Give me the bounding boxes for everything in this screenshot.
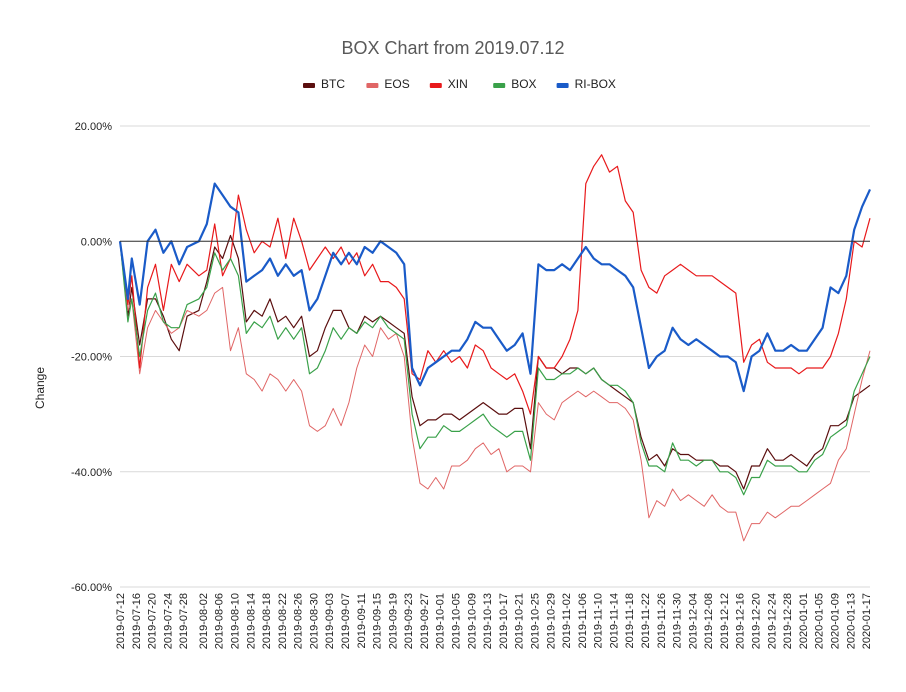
x-tick-label: 2019-08-02 (198, 593, 210, 649)
x-tick-label: 2019-10-01 (435, 593, 447, 649)
x-tick-label: 2019-08-30 (308, 593, 320, 649)
y-tick-label: 0.00% (81, 236, 112, 248)
x-tick-label: 2019-11-02 (561, 593, 573, 648)
x-tick-label: 2019-12-04 (687, 593, 699, 649)
series-line-box (119, 241, 871, 496)
legend-swatch (303, 83, 315, 88)
x-tick-label: 2019-11-22 (640, 593, 652, 648)
x-tick-label: 2019-11-26 (656, 593, 668, 648)
y-axis-label: Change (33, 367, 47, 409)
x-tick-label: 2019-10-09 (466, 593, 478, 649)
x-tick-label: 2019-07-16 (131, 593, 143, 649)
x-tick-label: 2019-11-30 (672, 593, 684, 648)
gridlines (120, 125, 870, 588)
x-tick-label: 2020-01-13 (845, 593, 857, 649)
series-line-btc (119, 234, 871, 490)
legend-swatch (366, 83, 379, 88)
x-tick-label: 2019-10-17 (498, 593, 510, 649)
x-tick-label: 2019-10-21 (514, 593, 526, 649)
chart-title: BOX Chart from 2019.07.12 (341, 38, 564, 58)
series-lines (118, 154, 872, 542)
x-tick-label: 2019-10-29 (545, 593, 557, 649)
x-tick-label: 2019-08-18 (261, 593, 273, 649)
x-axis-ticks: 2019-07-12 2019-07-16 2019-07-20 2019-07-24… (115, 593, 873, 649)
x-tick-label: 2020-01-09 (830, 593, 842, 649)
legend-label: BTC (321, 77, 345, 91)
x-tick-label: 2019-08-14 (245, 593, 257, 649)
chart-legend: BTC EOS XIN BOX RI-BOX (303, 77, 616, 91)
x-tick-label: 2019-12-12 (719, 593, 731, 649)
x-tick-label: 2019-09-11 (356, 593, 368, 648)
legend-label: EOS (384, 77, 409, 91)
x-tick-label: 2019-10-13 (482, 593, 494, 649)
x-tick-label: 2019-12-08 (703, 593, 715, 649)
y-tick-label: 20.00% (75, 121, 113, 133)
legend-swatch (429, 83, 442, 88)
legend-swatch (556, 83, 569, 88)
x-tick-label: 2019-09-03 (324, 593, 336, 649)
y-axis-ticks: 20.00% 0.00% -20.00% -40.00% -60.00% (71, 121, 112, 594)
x-tick-label: 2019-09-15 (372, 593, 384, 649)
y-tick-label: -20.00% (71, 352, 112, 364)
x-tick-label: 2019-10-05 (451, 593, 463, 649)
x-tick-label: 2019-07-28 (178, 593, 190, 649)
x-tick-label: 2019-11-18 (624, 593, 636, 648)
x-tick-label: 2019-07-12 (115, 593, 127, 649)
x-tick-label: 2020-01-05 (814, 593, 826, 649)
series-line-eos (119, 241, 871, 542)
x-tick-label: 2019-11-06 (577, 593, 589, 648)
legend-label: BOX (511, 77, 536, 91)
legend-label: XIN (448, 77, 468, 91)
y-tick-label: -60.00% (71, 582, 112, 594)
legend-swatch (493, 83, 506, 88)
x-tick-label: 2019-12-24 (766, 593, 778, 649)
x-tick-label: 2020-01-01 (798, 593, 810, 649)
x-tick-label: 2019-11-14 (608, 593, 620, 648)
series-line-xin (119, 154, 871, 415)
x-tick-label: 2019-09-23 (403, 593, 415, 649)
y-tick-label: -40.00% (71, 467, 112, 479)
x-tick-label: 2019-09-19 (387, 593, 399, 649)
x-tick-label: 2019-12-20 (751, 593, 763, 649)
x-tick-label: 2019-11-10 (593, 593, 605, 648)
x-tick-label: 2020-01-17 (861, 593, 873, 649)
x-tick-label: 2019-08-26 (293, 593, 305, 649)
x-tick-label: 2019-08-10 (230, 593, 242, 649)
x-tick-label: 2019-12-16 (735, 593, 747, 649)
x-tick-label: 2019-10-25 (530, 593, 542, 649)
x-tick-label: 2019-09-27 (419, 593, 431, 649)
legend-label: RI-BOX (575, 77, 616, 91)
x-tick-label: 2019-08-06 (214, 593, 226, 649)
x-tick-label: 2019-07-24 (162, 593, 174, 649)
x-tick-label: 2019-07-20 (147, 593, 159, 649)
series-line-ri-box (118, 182, 872, 393)
x-tick-label: 2019-09-07 (340, 593, 352, 649)
x-tick-label: 2019-08-22 (277, 593, 289, 649)
x-tick-label: 2019-12-28 (782, 593, 794, 649)
